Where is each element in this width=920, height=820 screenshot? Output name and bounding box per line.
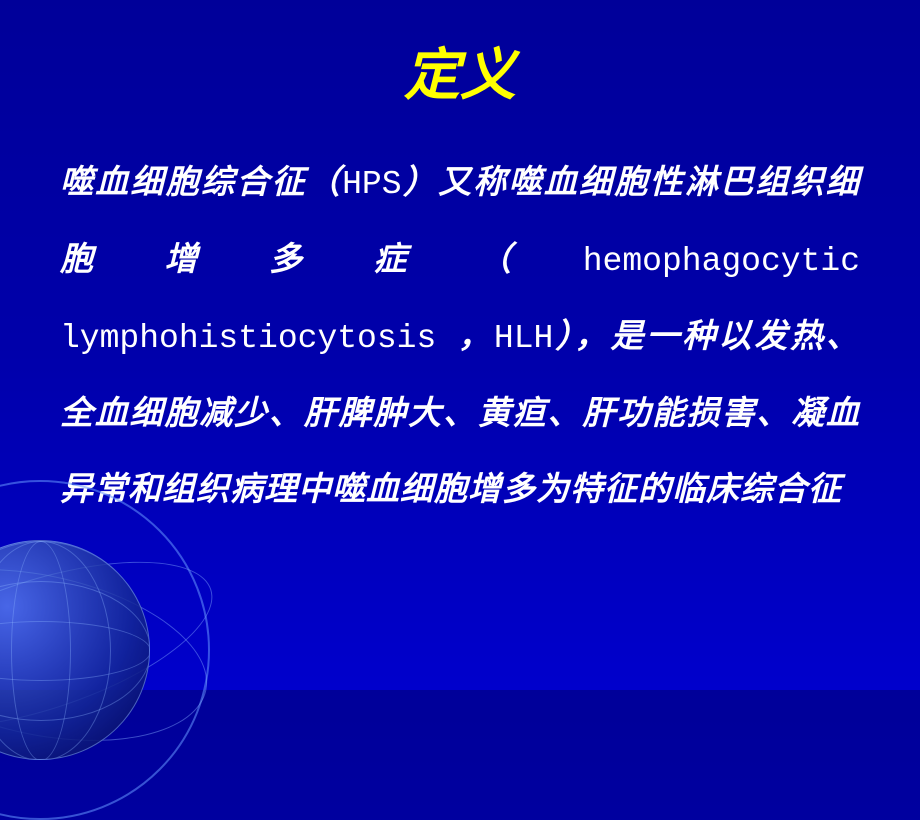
slide-body: 噬血细胞综合征（HPS）又称噬血细胞性淋巴组织细胞增多症（hemophagocy… — [60, 146, 860, 528]
slide-title: 定义 — [60, 30, 860, 111]
body-seg-5: HLH — [494, 320, 553, 357]
body-seg-4: ， — [458, 319, 494, 355]
body-seg-0: 噬血细胞综合征（ — [60, 165, 342, 201]
globe-decoration — [0, 480, 210, 820]
slide-container: 定义 噬血细胞综合征（HPS）又称噬血细胞性淋巴组织细胞增多症（hemophag… — [0, 0, 920, 690]
body-seg-1: HPS — [342, 166, 401, 203]
